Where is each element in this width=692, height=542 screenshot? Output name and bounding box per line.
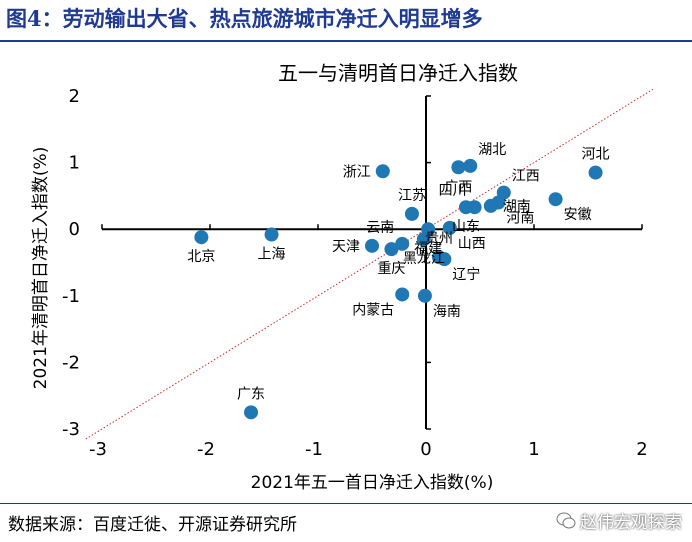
point-label: 山东 bbox=[452, 219, 480, 235]
data-point bbox=[194, 230, 209, 245]
data-point bbox=[264, 227, 279, 242]
x-tick-label: 0 bbox=[420, 439, 431, 460]
y-tick-label: -2 bbox=[62, 352, 80, 373]
data-point bbox=[451, 160, 466, 175]
data-point bbox=[548, 192, 563, 207]
point-label: 山西 bbox=[458, 236, 486, 252]
data-point bbox=[244, 405, 259, 420]
data-point bbox=[395, 236, 410, 251]
point-label: 云南 bbox=[366, 220, 394, 236]
x-tick-label: -2 bbox=[197, 439, 215, 460]
y-tick-label: 1 bbox=[69, 153, 80, 174]
point-label: 河南 bbox=[506, 211, 534, 227]
wechat-icon bbox=[556, 512, 576, 528]
point-label: 湖北 bbox=[478, 142, 506, 158]
figure-title: 图4：劳动输出大省、热点旅游城市净迁入明显增多 bbox=[6, 6, 483, 31]
point-label: 北京 bbox=[187, 249, 215, 265]
data-point bbox=[437, 252, 452, 267]
point-label: 重庆 bbox=[377, 261, 405, 277]
point-label: 河北 bbox=[582, 147, 610, 163]
chart-title: 五一与清明首日净迁入指数 bbox=[278, 61, 518, 85]
data-point bbox=[467, 200, 482, 215]
watermark: 赵伟宏观探索 bbox=[556, 508, 682, 533]
data-point bbox=[463, 158, 478, 173]
data-point bbox=[404, 206, 419, 221]
point-label: 四川 bbox=[439, 183, 467, 199]
watermark-text: 赵伟宏观探索 bbox=[580, 513, 682, 533]
y-axis-title: 2021年清明首日净迁入指数(%) bbox=[31, 147, 51, 390]
point-label: 湖南 bbox=[503, 199, 531, 215]
point-label: 浙江 bbox=[343, 164, 371, 180]
y-tick-label: -3 bbox=[62, 419, 80, 440]
data-point bbox=[375, 164, 390, 179]
data-point bbox=[442, 220, 457, 235]
source-note: 数据来源：百度迁徙、开源证券研究所 bbox=[8, 515, 297, 535]
data-point bbox=[395, 287, 410, 302]
reference-line bbox=[85, 88, 654, 440]
y-tick-label: 0 bbox=[69, 219, 80, 240]
footer-rule bbox=[0, 503, 692, 504]
data-point bbox=[417, 288, 432, 303]
data-point bbox=[416, 232, 431, 247]
y-tick-label: -1 bbox=[62, 286, 80, 307]
data-point bbox=[491, 195, 506, 210]
point-label: 福建 bbox=[414, 241, 442, 257]
title-rule bbox=[0, 40, 692, 42]
data-point bbox=[384, 242, 399, 257]
point-label: 上海 bbox=[258, 247, 286, 263]
point-label: 广东 bbox=[237, 386, 265, 402]
x-tick-label: 1 bbox=[528, 439, 539, 460]
y-tick-label: 2 bbox=[69, 86, 80, 107]
point-label: 黑龙江 bbox=[403, 251, 445, 267]
x-axis-title: 2021年五一首日净迁入指数(%) bbox=[251, 473, 494, 493]
x-tick-label: -1 bbox=[305, 439, 323, 460]
data-point bbox=[588, 165, 603, 180]
point-label: 内蒙古 bbox=[352, 302, 394, 318]
point-label: 海南 bbox=[433, 304, 461, 320]
x-tick-label: -3 bbox=[89, 439, 107, 460]
point-label: 江西 bbox=[512, 169, 540, 185]
point-label: 辽宁 bbox=[452, 266, 480, 283]
x-tick-label: 2 bbox=[636, 439, 647, 460]
point-label: 贵州 bbox=[425, 231, 453, 247]
data-point bbox=[365, 238, 379, 253]
point-label: 江苏 bbox=[398, 188, 426, 204]
point-label: 安徽 bbox=[564, 207, 592, 223]
point-label: 天津 bbox=[332, 239, 360, 255]
point-label: 广西 bbox=[444, 179, 472, 195]
